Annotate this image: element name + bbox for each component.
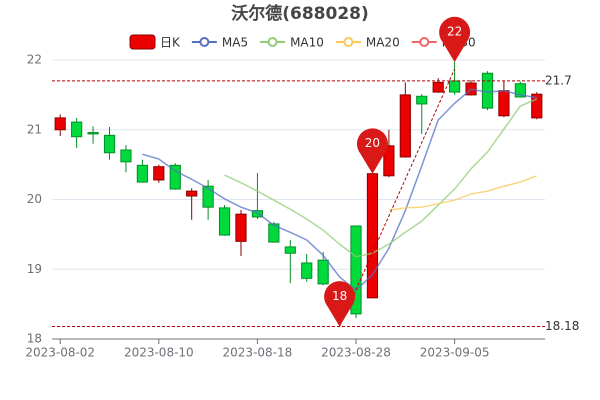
y-tick-label: 22 (27, 53, 42, 67)
candle-body (350, 225, 362, 315)
candle-body (235, 213, 247, 242)
legend-label: MA5 (222, 36, 248, 50)
candle-body (218, 207, 231, 236)
legend-label: MA20 (366, 36, 400, 50)
y-tick-label: 21 (27, 122, 42, 136)
trend-line (339, 68, 456, 327)
candle-body (366, 173, 379, 299)
mark-point (324, 281, 356, 327)
x-tick-label: 2023-08-18 (223, 346, 293, 360)
candle-body (317, 259, 329, 285)
legend-icon (199, 37, 210, 47)
candle-body (481, 72, 494, 109)
candle-body (71, 121, 83, 138)
candle-body (514, 83, 526, 98)
candle-body (383, 145, 395, 177)
x-tick-label: 2023-09-05 (420, 346, 490, 360)
x-tick-label: 2023-08-02 (25, 346, 95, 360)
candle-body (531, 93, 543, 119)
candle-body (153, 166, 165, 181)
ma-line (224, 98, 538, 258)
y-tick-label: 20 (27, 192, 42, 206)
mark-line-label: 21.7 (545, 73, 572, 87)
candle-body (416, 95, 428, 105)
chart-title: 沃尔德(688028) (231, 3, 369, 24)
legend-icon (267, 37, 278, 47)
candle-body (169, 164, 181, 190)
y-tick-label: 19 (27, 262, 42, 276)
mark-point (356, 128, 388, 174)
legend-icon (129, 34, 156, 50)
candle-body (136, 164, 148, 183)
ma-line (388, 175, 538, 211)
legend-icon (343, 37, 354, 47)
candle-body (268, 223, 280, 243)
candle-body (284, 246, 296, 254)
candle-body (251, 210, 264, 218)
legend-label: 日K (160, 36, 181, 50)
candle-body (399, 94, 411, 158)
candle-body (202, 185, 214, 208)
candle-body (498, 90, 510, 117)
mark-point-label: 22 (447, 25, 462, 39)
candle-body (432, 81, 444, 93)
x-tick-label: 2023-08-10 (124, 346, 194, 360)
legend-label: MA10 (290, 36, 324, 50)
mark-point (439, 16, 471, 63)
candle-body (87, 132, 99, 135)
candle-body (120, 149, 132, 163)
candle-body (186, 190, 198, 197)
mark-point-label: 18 (332, 289, 347, 303)
mark-line-label: 18.18 (545, 319, 579, 333)
legend-icon (419, 37, 430, 47)
candle-body (301, 262, 313, 279)
ma-line (142, 88, 537, 292)
mark-point-label: 20 (365, 136, 380, 150)
candle-body (54, 117, 66, 131)
candle-body (449, 80, 461, 93)
x-tick-label: 2023-08-28 (321, 346, 391, 360)
y-tick-label: 18 (27, 332, 42, 346)
candle-body (103, 134, 116, 154)
